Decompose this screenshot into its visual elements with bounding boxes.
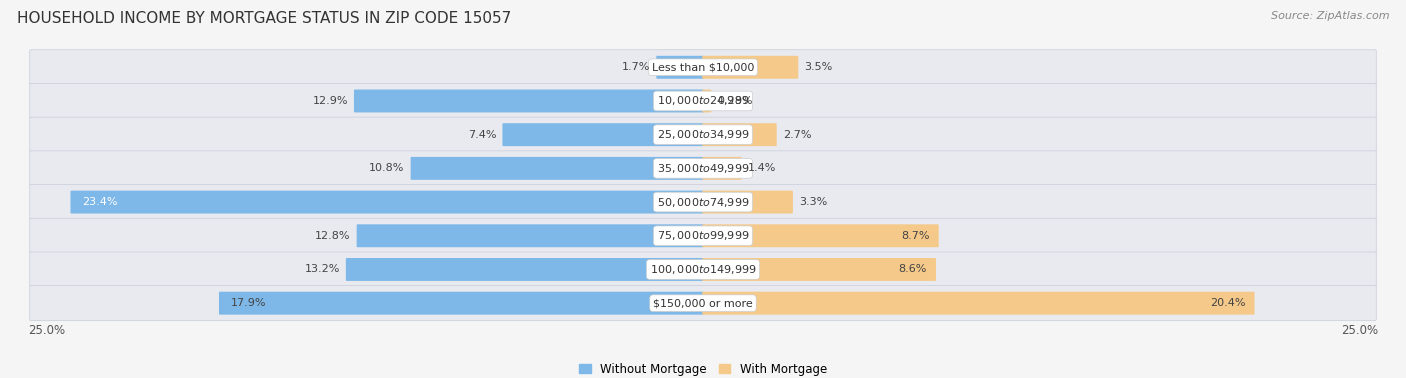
FancyBboxPatch shape xyxy=(502,123,704,146)
FancyBboxPatch shape xyxy=(30,84,1376,118)
FancyBboxPatch shape xyxy=(657,56,704,79)
FancyBboxPatch shape xyxy=(30,117,1376,152)
Text: 10.8%: 10.8% xyxy=(370,163,405,174)
Text: 3.5%: 3.5% xyxy=(804,62,832,72)
Text: 3.3%: 3.3% xyxy=(799,197,827,207)
FancyBboxPatch shape xyxy=(702,56,799,79)
Text: 1.4%: 1.4% xyxy=(748,163,776,174)
FancyBboxPatch shape xyxy=(702,191,793,214)
Text: 17.9%: 17.9% xyxy=(231,298,266,308)
Text: $25,000 to $34,999: $25,000 to $34,999 xyxy=(657,128,749,141)
Text: 8.7%: 8.7% xyxy=(901,231,929,241)
Text: $10,000 to $24,999: $10,000 to $24,999 xyxy=(657,94,749,107)
FancyBboxPatch shape xyxy=(702,157,741,180)
FancyBboxPatch shape xyxy=(411,157,704,180)
Text: 12.9%: 12.9% xyxy=(312,96,349,106)
FancyBboxPatch shape xyxy=(30,252,1376,287)
FancyBboxPatch shape xyxy=(30,151,1376,186)
Text: 23.4%: 23.4% xyxy=(82,197,118,207)
FancyBboxPatch shape xyxy=(30,218,1376,253)
Text: $150,000 or more: $150,000 or more xyxy=(654,298,752,308)
Text: 20.4%: 20.4% xyxy=(1211,298,1246,308)
FancyBboxPatch shape xyxy=(702,224,939,247)
FancyBboxPatch shape xyxy=(346,258,704,281)
Text: 25.0%: 25.0% xyxy=(28,324,65,337)
Text: 2.7%: 2.7% xyxy=(783,130,811,139)
Text: 25.0%: 25.0% xyxy=(1341,324,1378,337)
FancyBboxPatch shape xyxy=(30,286,1376,321)
Text: $35,000 to $49,999: $35,000 to $49,999 xyxy=(657,162,749,175)
Text: 8.6%: 8.6% xyxy=(898,265,927,274)
Legend: Without Mortgage, With Mortgage: Without Mortgage, With Mortgage xyxy=(574,358,832,378)
Text: $100,000 to $149,999: $100,000 to $149,999 xyxy=(650,263,756,276)
Text: 13.2%: 13.2% xyxy=(305,265,340,274)
Text: 0.28%: 0.28% xyxy=(717,96,752,106)
FancyBboxPatch shape xyxy=(357,224,704,247)
FancyBboxPatch shape xyxy=(702,258,936,281)
Text: Less than $10,000: Less than $10,000 xyxy=(652,62,754,72)
FancyBboxPatch shape xyxy=(30,184,1376,220)
Text: 1.7%: 1.7% xyxy=(621,62,651,72)
Text: 12.8%: 12.8% xyxy=(315,231,350,241)
FancyBboxPatch shape xyxy=(702,90,711,112)
FancyBboxPatch shape xyxy=(702,123,776,146)
Text: 7.4%: 7.4% xyxy=(468,130,496,139)
Text: HOUSEHOLD INCOME BY MORTGAGE STATUS IN ZIP CODE 15057: HOUSEHOLD INCOME BY MORTGAGE STATUS IN Z… xyxy=(17,11,512,26)
FancyBboxPatch shape xyxy=(354,90,704,112)
FancyBboxPatch shape xyxy=(70,191,704,214)
Text: Source: ZipAtlas.com: Source: ZipAtlas.com xyxy=(1271,11,1389,21)
Text: $75,000 to $99,999: $75,000 to $99,999 xyxy=(657,229,749,242)
FancyBboxPatch shape xyxy=(702,292,1254,314)
Text: $50,000 to $74,999: $50,000 to $74,999 xyxy=(657,195,749,209)
FancyBboxPatch shape xyxy=(30,50,1376,85)
FancyBboxPatch shape xyxy=(219,292,704,314)
